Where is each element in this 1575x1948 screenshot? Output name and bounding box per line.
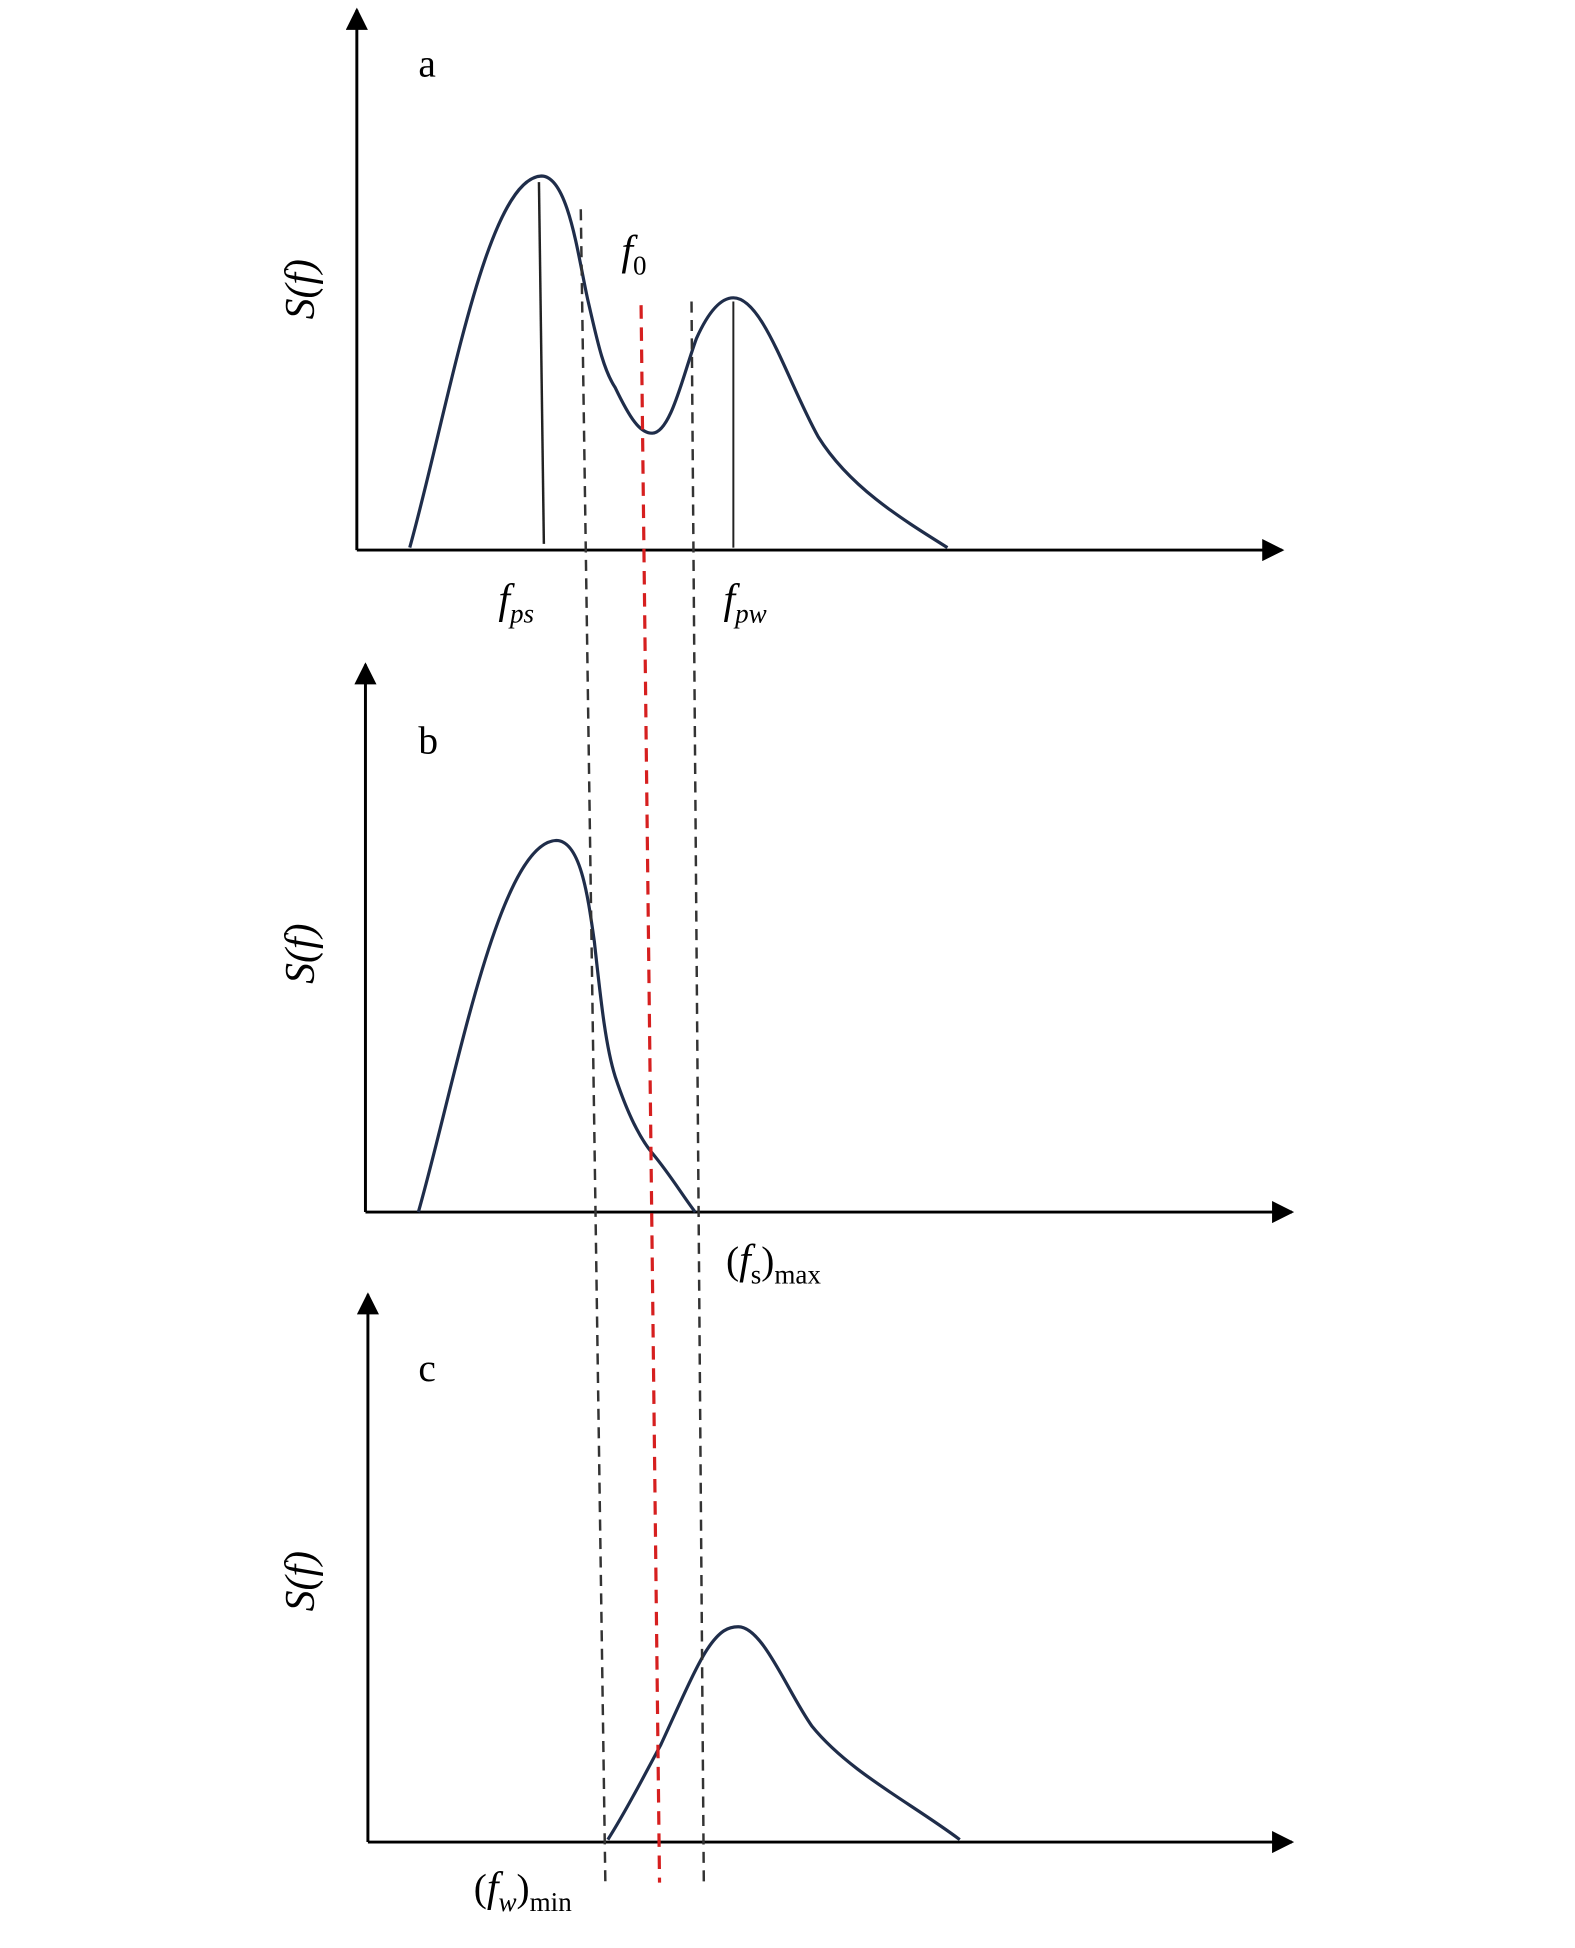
annotation: (fs)max — [726, 1238, 821, 1290]
annotation: f0 — [621, 229, 646, 281]
annotation: fps — [498, 577, 534, 629]
annotation-part: ( — [726, 1239, 739, 1283]
annotation-part: pw — [733, 599, 767, 629]
annotation-part: ) — [761, 1239, 774, 1283]
annotation-part: s — [751, 1259, 762, 1289]
panel-label: c — [418, 1346, 435, 1390]
panel-label: a — [418, 42, 435, 86]
y-axis-label: S(f) — [278, 923, 324, 983]
annotation: (fw)min — [474, 1865, 572, 1917]
annotation-part: w — [498, 1887, 516, 1917]
spectrum-curve — [408, 174, 949, 549]
annotation-part: ( — [474, 1866, 487, 1910]
boundary-line — [690, 301, 706, 1886]
annotation: fpw — [724, 577, 767, 629]
annotation-part: 0 — [633, 250, 647, 280]
annotation-part: min — [530, 1887, 573, 1917]
boundary-line — [579, 209, 607, 1886]
y-axis-label: S(f) — [278, 1551, 324, 1611]
spectrum-curve — [606, 1625, 961, 1841]
y-axis-label: S(f) — [278, 259, 324, 319]
annotation-part: ) — [517, 1866, 530, 1910]
annotation-part: ps — [508, 599, 534, 629]
panel-label: b — [418, 719, 438, 763]
spectrum-curve — [416, 838, 697, 1214]
annotation-part: max — [774, 1259, 821, 1289]
peak-line — [537, 182, 546, 544]
f0-line — [639, 305, 662, 1883]
